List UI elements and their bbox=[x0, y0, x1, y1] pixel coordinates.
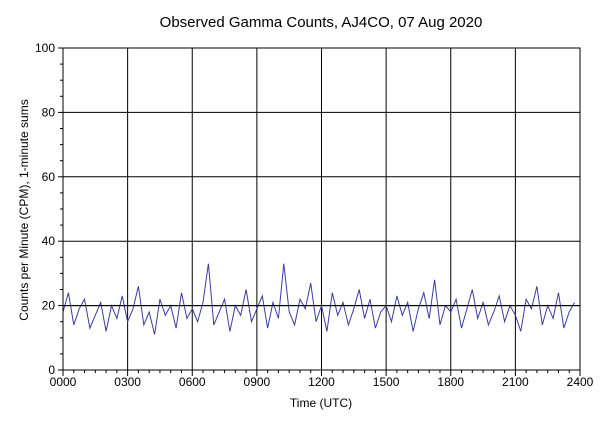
y-tick-label: 20 bbox=[42, 299, 56, 313]
x-tick-label: 2400 bbox=[567, 375, 594, 389]
series-line bbox=[62, 263, 576, 335]
x-tick-label: 1800 bbox=[437, 375, 464, 389]
x-tick-label: 2100 bbox=[502, 375, 529, 389]
series-group bbox=[62, 263, 576, 335]
y-axis-label: Counts per Minute (CPM), 1-minute sums bbox=[17, 99, 31, 320]
x-axis-label: Time (UTC) bbox=[290, 396, 352, 410]
chart-title: Observed Gamma Counts, AJ4CO, 07 Aug 202… bbox=[160, 14, 483, 31]
x-tick-label: 0900 bbox=[244, 375, 271, 389]
x-tick-label: 0300 bbox=[114, 375, 141, 389]
x-tick-label: 0000 bbox=[50, 375, 77, 389]
x-tick-label: 1200 bbox=[308, 375, 335, 389]
y-tick-label: 40 bbox=[42, 234, 56, 248]
y-tick-label: 80 bbox=[42, 105, 56, 119]
axis-ticks: 0000 0300 0600 0900 1200 1500 1800 2100 2400 0 20 4… bbox=[35, 41, 594, 389]
x-tick-label: 1500 bbox=[373, 375, 400, 389]
y-tick-label: 0 bbox=[48, 363, 55, 377]
x-tick-label: 0600 bbox=[179, 375, 206, 389]
y-tick-label: 60 bbox=[42, 170, 56, 184]
y-tick-label: 100 bbox=[35, 41, 55, 55]
